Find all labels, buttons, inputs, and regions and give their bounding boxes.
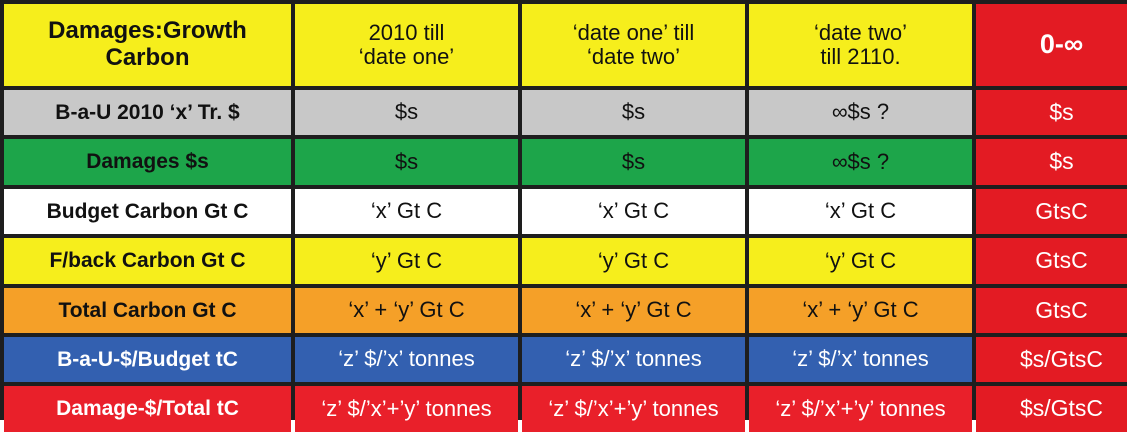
table-cell: ‘z’ $/’x’+’y’ tonnes <box>522 386 745 432</box>
row-label-bau-per-budget: B-a-U-$/Budget tC <box>4 337 291 382</box>
header-col-3: ‘date two’ till 2110. <box>749 4 972 86</box>
table-cell: ‘z’ $/’x’ tonnes <box>522 337 745 382</box>
row-label-total-carbon: Total Carbon Gt C <box>4 288 291 333</box>
header-col-4: 0-∞ <box>976 4 1127 86</box>
row-label-budget-carbon: Budget Carbon Gt C <box>4 189 291 234</box>
table-cell: ‘x’ + ‘y’ Gt C <box>522 288 745 333</box>
table-cell: ‘x’ Gt C <box>522 189 745 234</box>
table-cell: GtsC <box>976 238 1127 284</box>
table-cell: GtsC <box>976 288 1127 333</box>
header-col-1: 2010 till ‘date one’ <box>295 4 518 86</box>
table-cell: ‘x’ Gt C <box>749 189 972 234</box>
table-cell: $s <box>522 139 745 185</box>
table-cell: ‘x’ + ‘y’ Gt C <box>295 288 518 333</box>
table-cell: ‘y’ Gt C <box>749 238 972 284</box>
table-cell: ∞$s ? <box>749 139 972 185</box>
table-cell: ‘x’ Gt C <box>295 189 518 234</box>
table-cell: ‘y’ Gt C <box>522 238 745 284</box>
table-cell: $s/GtsC <box>976 386 1127 432</box>
table-cell: ‘z’ $/’x’+’y’ tonnes <box>749 386 972 432</box>
header-label: Damages:Growth Carbon <box>4 4 291 86</box>
table-cell: $s <box>976 139 1127 185</box>
table-cell: $s <box>295 90 518 135</box>
table-cell: ‘z’ $/’x’ tonnes <box>295 337 518 382</box>
header-col-2: ‘date one’ till ‘date two’ <box>522 4 745 86</box>
row-label-bau: B-a-U 2010 ‘x’ Tr. $ <box>4 90 291 135</box>
row-label-damages: Damages $s <box>4 139 291 185</box>
table-cell: ‘z’ $/’x’+’y’ tonnes <box>295 386 518 432</box>
table-cell: ‘x’ + ‘y’ Gt C <box>749 288 972 333</box>
table-cell: $s <box>522 90 745 135</box>
table-cell: $s/GtsC <box>976 337 1127 382</box>
table-cell: GtsC <box>976 189 1127 234</box>
row-label-feedback-carbon: F/back Carbon Gt C <box>4 238 291 284</box>
table-cell: ‘y’ Gt C <box>295 238 518 284</box>
row-label-damage-per-total: Damage-$/Total tC <box>4 386 291 432</box>
table-cell: ‘z’ $/’x’ tonnes <box>749 337 972 382</box>
table-cell: $s <box>976 90 1127 135</box>
table-cell: $s <box>295 139 518 185</box>
table-cell: ∞$s ? <box>749 90 972 135</box>
